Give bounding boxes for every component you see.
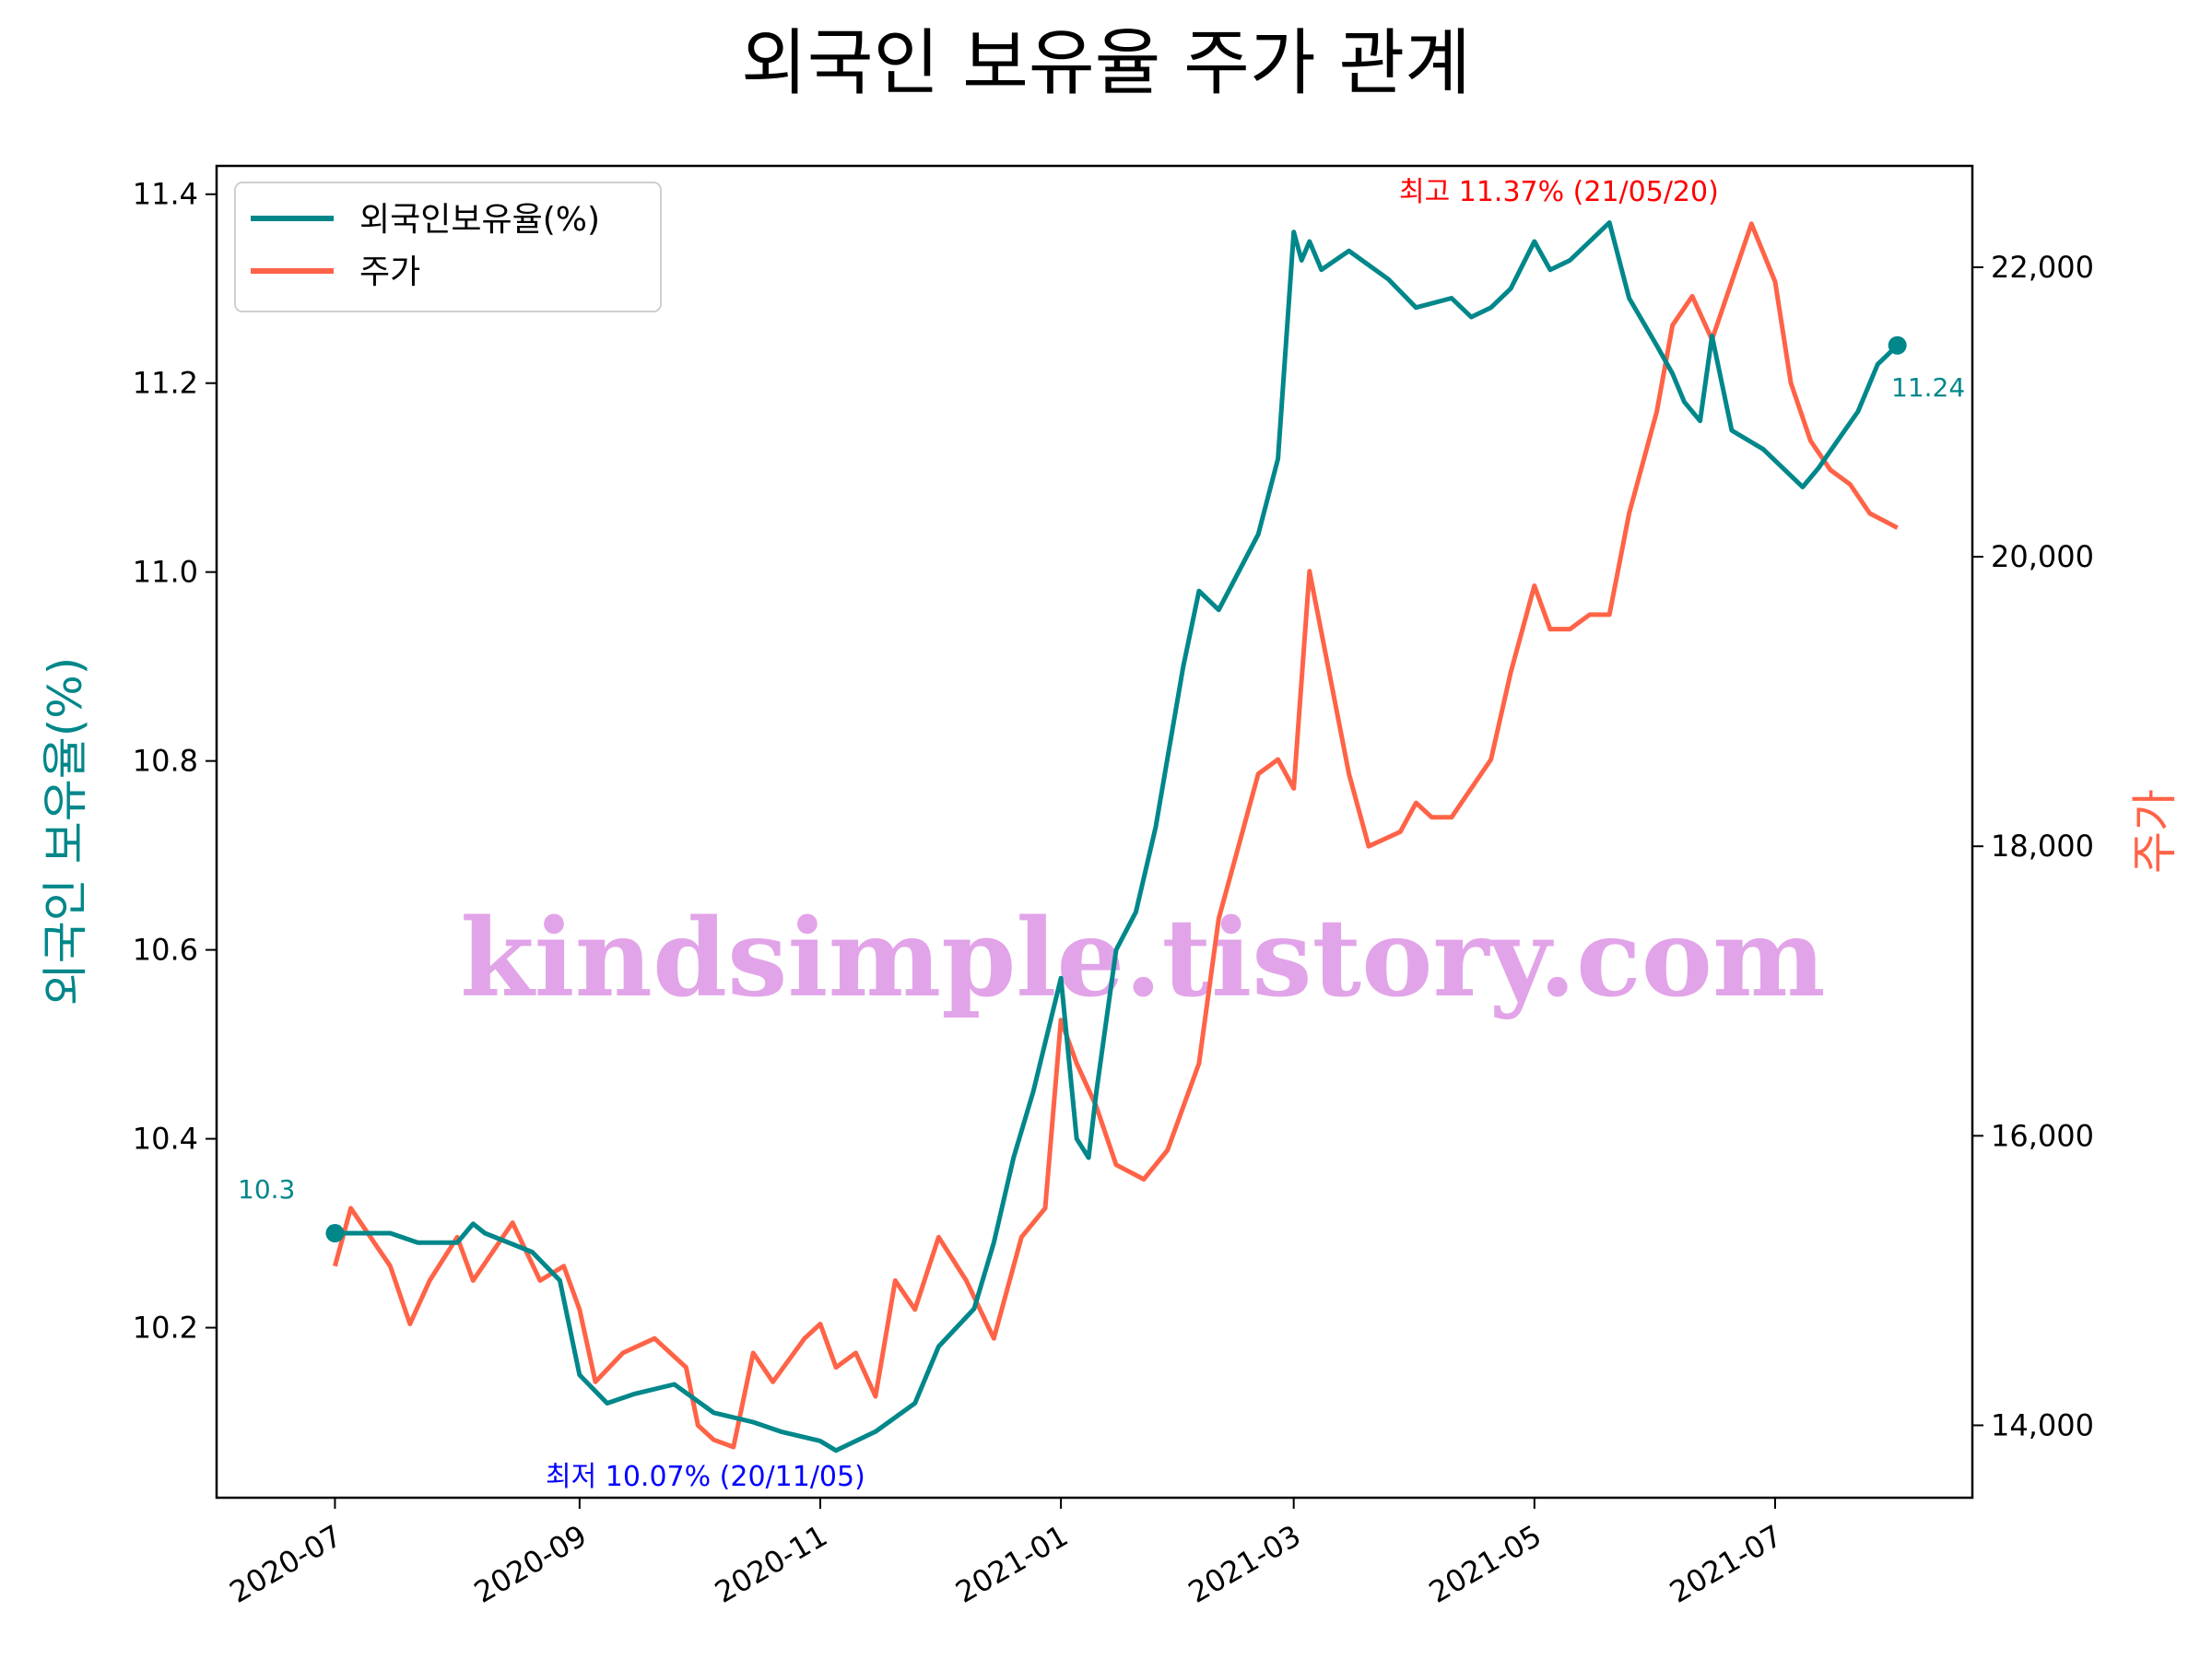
end-value-label: 11.24	[1891, 372, 1965, 403]
y-axis-left: 10.2 10.4 10.6 10.8 11.0 11.2 11.4	[133, 177, 217, 1346]
y-right-tick-label: 18,000	[1991, 829, 2094, 864]
x-tick-label: 2020-07	[224, 1518, 348, 1610]
x-tick-label: 2021-03	[1182, 1518, 1307, 1610]
chart-title: 외국인 보유율 주가 관계	[741, 22, 1471, 105]
y-left-tick-label: 10.4	[133, 1122, 198, 1157]
y-left-tick-label: 11.2	[133, 366, 198, 401]
y-left-tick-label: 10.8	[133, 744, 198, 779]
y-axis-right: 14,000 16,000 18,000 20,000 22,000	[1972, 250, 2094, 1442]
y-left-tick-label: 11.0	[133, 555, 198, 590]
series-lines	[325, 220, 1907, 1453]
x-tick-label: 2020-09	[468, 1518, 593, 1610]
end-point-marker	[1888, 335, 1907, 355]
plot-frame	[215, 164, 1974, 1500]
min-annotation: 최저 10.07% (20/11/05)	[546, 1461, 865, 1493]
y-right-tick-label: 22,000	[1991, 250, 2094, 285]
y-right-tick-label: 16,000	[1991, 1118, 2094, 1153]
legend: 외국인보유율(%) 주가	[234, 182, 662, 312]
y-axis-right-label: 주가	[2128, 789, 2182, 874]
max-annotation: 최고 11.37% (21/05/20)	[1399, 176, 1719, 208]
annotations: 10.3 11.24 최고 11.37% (21/05/20) 최저 10.07…	[238, 176, 1965, 1493]
watermark-text: kindsimple.tistory.com	[460, 896, 1826, 1021]
legend-box	[234, 182, 662, 312]
plot-area	[215, 164, 1974, 1500]
y-left-tick-label: 10.2	[133, 1311, 198, 1346]
x-tick-label: 2021-07	[1664, 1518, 1788, 1610]
x-tick-label: 2021-05	[1423, 1518, 1547, 1610]
x-tick-label: 2021-01	[949, 1518, 1074, 1610]
y-right-tick-label: 14,000	[1991, 1407, 2094, 1442]
legend-label-ratio: 외국인보유율(%)	[359, 201, 600, 239]
start-value-label: 10.3	[238, 1174, 295, 1205]
series-line-price	[332, 221, 1899, 1450]
legend-label-price: 주가	[359, 253, 420, 291]
y-left-tick-label: 10.6	[133, 933, 198, 968]
x-tick-label: 2020-11	[709, 1518, 833, 1610]
start-point-marker	[325, 1224, 345, 1243]
y-left-tick-label: 11.4	[133, 177, 198, 212]
y-right-tick-label: 20,000	[1991, 539, 2094, 574]
series-line-ratio	[335, 220, 1900, 1453]
y-axis-left-label: 외국인 보유율(%)	[39, 657, 92, 1006]
x-axis: 2020-07 2020-09 2020-11 2021-01 2021-03 2021-…	[224, 1498, 1788, 1610]
